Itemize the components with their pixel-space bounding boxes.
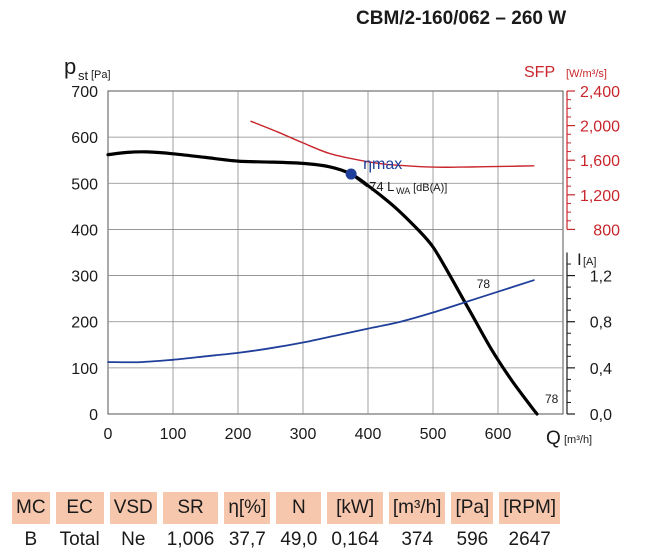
x-tick-label: 0 xyxy=(104,426,113,443)
spec-value-n: 49,0 xyxy=(280,529,318,550)
annotations: ηmax 74 L WA [dB(A)] 78 78 xyxy=(345,156,559,406)
sfp-axis-unit: [W/m³/s] xyxy=(566,68,607,80)
x-tick-label: 400 xyxy=(355,426,382,443)
current-tick-label: 0,8 xyxy=(590,315,612,332)
lwa-leader xyxy=(354,177,368,188)
pressure-curve xyxy=(106,150,539,416)
current-curve xyxy=(107,279,535,364)
spec-header-flow: [m³/h] xyxy=(388,492,446,524)
chart-title: CBM/2-160/062 – 260 W xyxy=(356,8,567,29)
spec-value-sr: 1,006 xyxy=(166,529,215,550)
spec-table: MC EC VSD SR η[%] N [kW] [m³/h] [Pa] [RP… xyxy=(6,488,566,556)
x-tick-label: 600 xyxy=(485,426,512,443)
grid xyxy=(107,90,564,415)
y-left-tick-label: 400 xyxy=(71,222,98,239)
spec-value-ec: Total xyxy=(59,529,100,550)
lwa-label: 74 L xyxy=(369,179,394,194)
spec-header-mc: MC xyxy=(12,492,50,524)
sfp-curve xyxy=(250,120,535,168)
lwa-sub: WA xyxy=(396,186,410,196)
x-tick-label: 500 xyxy=(420,426,447,443)
series-group xyxy=(106,120,539,416)
spec-header-sr: SR xyxy=(162,492,219,524)
current-tick-label: 0,0 xyxy=(590,407,612,424)
eta-max-label: ηmax xyxy=(363,156,402,173)
spec-header-n: N xyxy=(276,492,322,524)
axis-labels: p st [Pa] SFP [W/m³/s] I [A] Q [m³/h] xyxy=(64,54,607,449)
x-tick-label: 200 xyxy=(225,426,252,443)
eta-max-marker xyxy=(345,168,357,180)
spec-value-eta: 37,7 xyxy=(228,529,266,550)
x-tick-label: 100 xyxy=(160,426,187,443)
spec-value-vsd: Ne xyxy=(121,529,146,550)
sfp-tick-label: 2,000 xyxy=(580,119,620,136)
lwa-unit: [dB(A)] xyxy=(413,182,447,194)
y-left-tick-label: 100 xyxy=(71,361,98,378)
performance-chart: 0 100 200 300 400 500 600 0 100 200 300 400 500 600 70… xyxy=(64,54,620,449)
current-axis-label: I xyxy=(577,250,582,269)
spec-value-kw: 0,164 xyxy=(331,529,379,550)
current-tick-label: 0,4 xyxy=(590,361,612,378)
y-left-tick-label: 500 xyxy=(71,176,98,193)
spec-header-kw: [kW] xyxy=(327,492,383,524)
spec-header-vsd: VSD xyxy=(109,492,157,524)
x-tick-label: 300 xyxy=(290,426,317,443)
spec-value-pa: 596 xyxy=(456,529,489,550)
y-left-tick-label: 300 xyxy=(71,269,98,286)
y-left-tick-label: 200 xyxy=(71,315,98,332)
tick-labels: 0 100 200 300 400 500 600 0 100 200 300 400 500 600 70… xyxy=(71,84,620,443)
y-left-axis-unit: [Pa] xyxy=(91,69,111,81)
spec-header-ec: EC xyxy=(55,492,104,524)
spec-header-pa: [Pa] xyxy=(451,492,494,524)
y-left-axis-label: p xyxy=(64,54,76,79)
spec-value-rpm: 2647 xyxy=(508,529,551,550)
spec-header-rpm: [RPM] xyxy=(499,492,561,524)
spec-header-eta: η[%] xyxy=(224,492,271,524)
sfp-tick-label: 800 xyxy=(593,222,620,239)
sfp-tick-label: 2,400 xyxy=(580,84,620,101)
y-left-axis-sub: st xyxy=(78,68,89,83)
spec-value-mc: B xyxy=(24,529,38,550)
noise-label-78-mid: 78 xyxy=(477,277,491,291)
spec-value-row: B Total Ne 1,006 37,7 49,0 0,164 374 596… xyxy=(12,528,560,552)
x-axis-unit: [m³/h] xyxy=(564,434,592,446)
y-left-tick-label: 700 xyxy=(71,84,98,101)
spec-header-row: MC EC VSD SR η[%] N [kW] [m³/h] [Pa] [RP… xyxy=(12,492,561,524)
sfp-tick-label: 1,200 xyxy=(580,188,620,205)
plot-frame xyxy=(107,90,564,415)
x-axis-label: Q xyxy=(546,428,561,449)
spec-value-flow: 374 xyxy=(401,529,434,550)
current-tick-label: 1,2 xyxy=(590,269,612,286)
y-left-tick-label: 600 xyxy=(71,130,98,147)
sfp-axis-label: SFP xyxy=(524,64,555,81)
noise-label-78-end: 78 xyxy=(545,392,559,406)
y-left-tick-label: 0 xyxy=(89,407,98,424)
sfp-tick-label: 1,600 xyxy=(580,153,620,170)
current-axis-unit: [A] xyxy=(583,256,596,268)
